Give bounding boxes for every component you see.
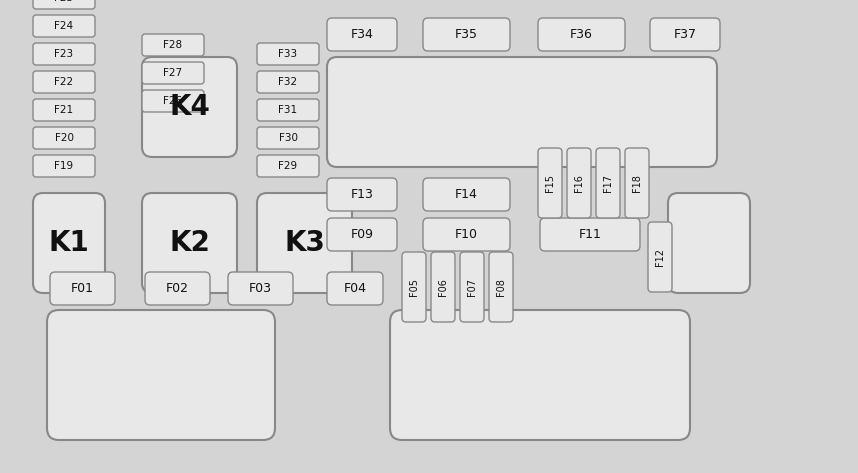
FancyBboxPatch shape	[142, 34, 204, 56]
Text: F04: F04	[343, 282, 366, 295]
FancyBboxPatch shape	[257, 155, 319, 177]
Text: F17: F17	[603, 174, 613, 192]
FancyBboxPatch shape	[423, 178, 510, 211]
FancyBboxPatch shape	[540, 218, 640, 251]
Text: F12: F12	[655, 248, 665, 266]
Text: F36: F36	[570, 28, 593, 41]
FancyBboxPatch shape	[33, 127, 95, 149]
Text: F27: F27	[163, 68, 183, 78]
FancyBboxPatch shape	[142, 193, 237, 293]
FancyBboxPatch shape	[327, 18, 397, 51]
FancyBboxPatch shape	[228, 272, 293, 305]
FancyBboxPatch shape	[142, 90, 204, 112]
Text: F34: F34	[351, 28, 373, 41]
Text: F15: F15	[545, 174, 555, 192]
FancyBboxPatch shape	[567, 148, 591, 218]
Text: F25: F25	[54, 0, 74, 3]
FancyBboxPatch shape	[257, 71, 319, 93]
FancyBboxPatch shape	[50, 272, 115, 305]
Text: F14: F14	[455, 188, 478, 201]
FancyBboxPatch shape	[33, 155, 95, 177]
FancyBboxPatch shape	[33, 193, 105, 293]
FancyBboxPatch shape	[423, 18, 510, 51]
FancyBboxPatch shape	[625, 148, 649, 218]
FancyBboxPatch shape	[327, 272, 383, 305]
Text: K1: K1	[49, 229, 89, 257]
FancyBboxPatch shape	[648, 222, 672, 292]
Text: F10: F10	[455, 228, 478, 241]
Text: F37: F37	[674, 28, 697, 41]
Text: K2: K2	[169, 229, 210, 257]
FancyBboxPatch shape	[33, 0, 95, 9]
Text: F26: F26	[163, 96, 183, 106]
Text: F09: F09	[351, 228, 373, 241]
Text: F23: F23	[54, 49, 74, 59]
Text: F29: F29	[279, 161, 298, 171]
FancyBboxPatch shape	[538, 148, 562, 218]
FancyBboxPatch shape	[33, 15, 95, 37]
Text: F30: F30	[279, 133, 298, 143]
FancyBboxPatch shape	[142, 57, 237, 157]
Text: F18: F18	[632, 174, 642, 192]
FancyBboxPatch shape	[257, 43, 319, 65]
Text: F05: F05	[409, 278, 419, 296]
FancyBboxPatch shape	[257, 193, 352, 293]
Text: F08: F08	[496, 278, 506, 296]
FancyBboxPatch shape	[650, 18, 720, 51]
Text: F11: F11	[578, 228, 601, 241]
Text: F22: F22	[54, 77, 74, 87]
FancyBboxPatch shape	[538, 18, 625, 51]
FancyBboxPatch shape	[33, 43, 95, 65]
FancyBboxPatch shape	[460, 252, 484, 322]
FancyBboxPatch shape	[327, 218, 397, 251]
FancyBboxPatch shape	[402, 252, 426, 322]
FancyBboxPatch shape	[327, 178, 397, 211]
FancyBboxPatch shape	[257, 99, 319, 121]
Text: F16: F16	[574, 174, 584, 192]
Text: K3: K3	[284, 229, 325, 257]
FancyBboxPatch shape	[145, 272, 210, 305]
FancyBboxPatch shape	[668, 193, 750, 293]
Text: F20: F20	[55, 133, 74, 143]
Text: F19: F19	[54, 161, 74, 171]
Text: F01: F01	[71, 282, 94, 295]
Text: F21: F21	[54, 105, 74, 115]
Text: K4: K4	[169, 93, 210, 121]
Text: F07: F07	[467, 278, 477, 296]
FancyBboxPatch shape	[142, 62, 204, 84]
Text: F03: F03	[249, 282, 272, 295]
Text: F32: F32	[279, 77, 298, 87]
FancyBboxPatch shape	[390, 310, 690, 440]
Text: F35: F35	[455, 28, 478, 41]
FancyBboxPatch shape	[423, 218, 510, 251]
Text: F31: F31	[279, 105, 298, 115]
FancyBboxPatch shape	[431, 252, 455, 322]
FancyBboxPatch shape	[596, 148, 620, 218]
FancyBboxPatch shape	[257, 127, 319, 149]
Text: F28: F28	[163, 40, 183, 50]
FancyBboxPatch shape	[33, 99, 95, 121]
Text: F02: F02	[166, 282, 189, 295]
Text: F06: F06	[438, 278, 448, 296]
Text: F24: F24	[54, 21, 74, 31]
Text: F13: F13	[351, 188, 373, 201]
FancyBboxPatch shape	[327, 57, 717, 167]
Text: F33: F33	[279, 49, 298, 59]
FancyBboxPatch shape	[47, 310, 275, 440]
FancyBboxPatch shape	[489, 252, 513, 322]
FancyBboxPatch shape	[33, 71, 95, 93]
